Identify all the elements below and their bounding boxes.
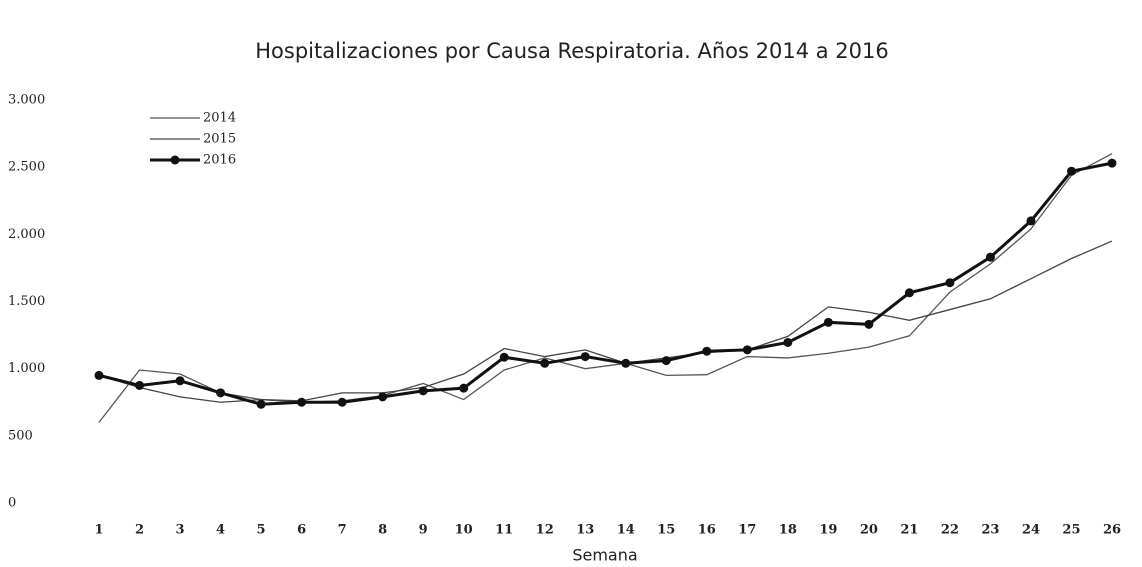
x-tick-label: 3 (176, 523, 185, 538)
x-tick-label: 26 (1103, 523, 1121, 538)
x-tick-label: 21 (900, 523, 918, 538)
data-point (337, 397, 347, 407)
x-axis-title: Semana (572, 546, 637, 565)
x-tick-label: 10 (455, 523, 473, 538)
data-point (499, 352, 509, 362)
data-point (742, 345, 752, 355)
x-tick-label: 9 (419, 523, 428, 538)
x-tick-label: 14 (617, 523, 635, 538)
x-tick-label: 7 (338, 523, 347, 538)
x-tick-label: 2 (135, 523, 144, 538)
data-point (823, 317, 833, 327)
legend-label: 2014 (203, 111, 236, 126)
y-tick-label: 1.500 (8, 294, 45, 309)
data-point (418, 386, 428, 396)
data-point (864, 319, 874, 329)
data-point (1066, 166, 1076, 176)
y-tick-label: 2.000 (8, 227, 45, 242)
y-tick-label: 0 (8, 496, 16, 511)
x-tick-label: 16 (698, 523, 716, 538)
x-tick-label: 24 (1022, 523, 1040, 538)
x-tick-label: 8 (378, 523, 387, 538)
data-point (540, 358, 550, 368)
x-tick-label: 23 (981, 523, 999, 538)
y-tick-label: 500 (8, 428, 33, 443)
series-line (98, 161, 1113, 406)
data-point (621, 358, 631, 368)
chart-title: Hospitalizaciones por Causa Respiratoria… (255, 39, 889, 63)
data-point (945, 278, 955, 288)
x-tick-label: 1 (94, 523, 103, 538)
legend-label: 2016 (203, 153, 236, 168)
data-point (580, 352, 590, 362)
data-point (459, 383, 469, 393)
legend-marker (170, 155, 180, 165)
x-tick-label: 17 (738, 523, 756, 538)
x-tick-label: 19 (819, 523, 837, 538)
x-tick-label: 15 (657, 523, 675, 538)
data-point (378, 392, 388, 402)
data-point (783, 337, 793, 347)
data-point (297, 397, 307, 407)
data-point (904, 288, 914, 298)
x-tick-label: 18 (779, 523, 797, 538)
data-point (1026, 216, 1036, 226)
x-tick-label: 6 (297, 523, 306, 538)
y-tick-label: 3.000 (8, 93, 45, 108)
x-tick-label: 20 (860, 523, 878, 538)
data-point (1107, 158, 1117, 168)
x-tick-label: 12 (536, 523, 554, 538)
series-line (98, 153, 1113, 423)
x-tick-label: 11 (495, 523, 513, 538)
data-point (256, 399, 266, 409)
series-line (98, 240, 1113, 403)
data-point (175, 376, 185, 386)
data-point (135, 380, 145, 390)
data-point (216, 388, 226, 398)
data-point (661, 356, 671, 366)
x-tick-label: 4 (216, 523, 225, 538)
x-tick-label: 25 (1062, 523, 1080, 538)
x-tick-label: 5 (257, 523, 266, 538)
legend-label: 2015 (203, 132, 236, 147)
x-tick-label: 22 (941, 523, 959, 538)
y-tick-label: 2.500 (8, 160, 45, 175)
data-point (985, 252, 995, 262)
y-tick-label: 1.000 (8, 361, 45, 376)
x-tick-label: 13 (576, 523, 594, 538)
data-point (702, 346, 712, 356)
data-point (94, 370, 104, 380)
